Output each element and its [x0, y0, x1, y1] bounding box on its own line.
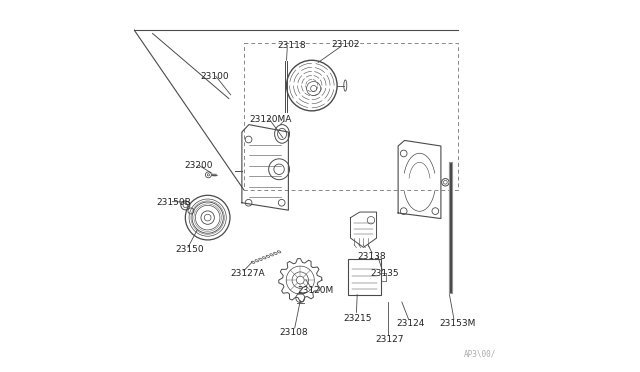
Text: 23118: 23118	[277, 41, 306, 50]
Text: 23102: 23102	[331, 40, 360, 49]
Text: 23135: 23135	[370, 269, 399, 278]
Text: 23108: 23108	[279, 328, 308, 337]
Text: 23120M: 23120M	[297, 286, 333, 295]
Text: 23153M: 23153M	[439, 319, 476, 328]
Text: 23127A: 23127A	[230, 269, 264, 278]
Text: 23127: 23127	[376, 335, 404, 344]
Text: 23120MA: 23120MA	[250, 115, 292, 124]
Text: 23215: 23215	[343, 314, 372, 323]
Text: 23150: 23150	[175, 245, 204, 254]
Text: 23150B: 23150B	[156, 198, 191, 207]
Bar	[348, 260, 381, 295]
Text: 23100: 23100	[200, 72, 229, 81]
Text: AP3\00/: AP3\00/	[465, 350, 497, 359]
Text: 23138: 23138	[357, 252, 386, 261]
Text: 23124: 23124	[396, 319, 424, 328]
Text: 23200: 23200	[184, 161, 212, 170]
